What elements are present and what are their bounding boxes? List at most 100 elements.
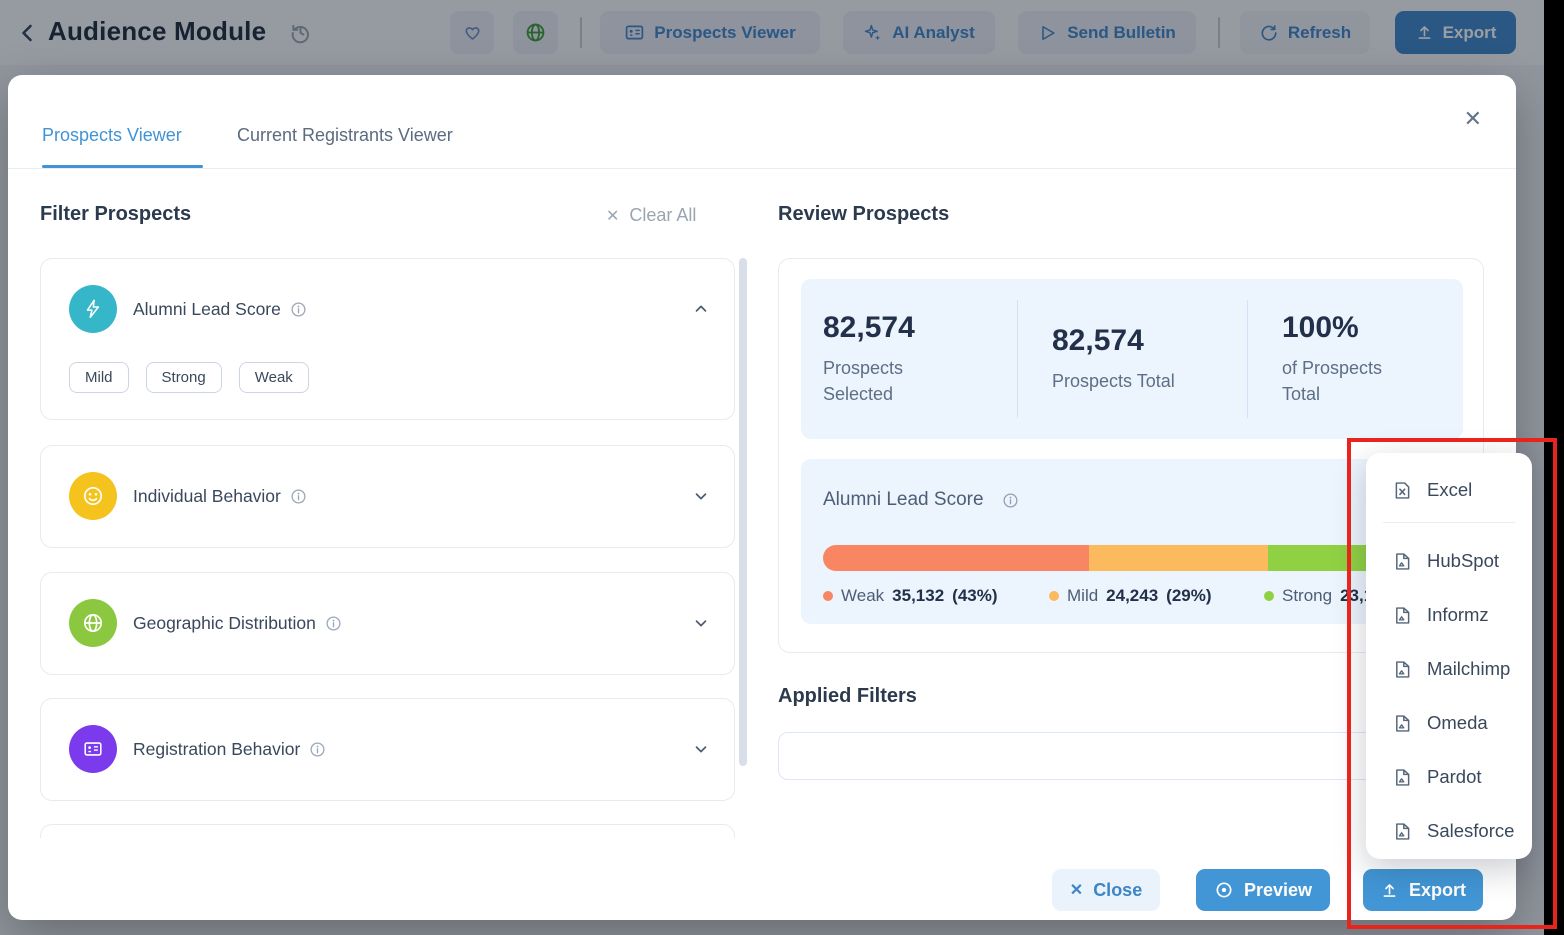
file-export-icon [1396,822,1410,840]
close-button[interactable]: ✕ Close [1052,869,1160,911]
filter-group-header[interactable]: Alumni Lead Score [69,285,710,333]
preview-button[interactable]: Preview [1196,869,1330,911]
tab-prospects-viewer[interactable]: Prospects Viewer [42,125,182,145]
filter-group-header[interactable]: Individual Behavior [69,472,710,520]
stat-divider [1247,300,1248,418]
legend-item-mild: Mild 24,243 (29%) [1049,586,1212,606]
stat-percent-of-total: 100% of Prospects Total [1248,311,1463,407]
file-export-icon [1396,768,1410,786]
back-button[interactable] [14,19,42,47]
filter-scrollbar[interactable] [739,258,747,766]
chevron-down-icon[interactable] [692,740,710,758]
menu-item-label: Excel [1427,479,1473,500]
chip-weak[interactable]: Weak [238,362,309,393]
legend-value: 35,132 [892,586,945,605]
menu-item-excel[interactable]: Excel [1366,470,1532,510]
menu-item-omeda[interactable]: Omeda [1366,703,1532,743]
legend-dot [1264,591,1274,601]
eye-icon [1216,882,1232,898]
lead-score-chips: Mild Strong Weak [69,362,309,393]
stat-value: 100% [1282,310,1359,344]
menu-item-label: Salesforce [1427,820,1515,841]
review-prospects-heading: Review Prospects [778,203,950,225]
menu-item-pardot[interactable]: Pardot [1366,757,1532,797]
top-toolbar: Audience Module Prospects Viewer AI Anal… [0,0,1544,65]
filter-group-individual-behavior: Individual Behavior [40,445,735,548]
menu-item-label: Omeda [1427,712,1488,733]
heart-icon [465,27,479,40]
refresh-button[interactable]: Refresh [1240,11,1370,54]
filter-group-label: Alumni Lead Score [133,298,281,319]
prospects-viewer-label: Prospects Viewer [654,22,796,42]
language-button[interactable] [513,11,558,54]
sparkles-icon [865,24,881,40]
menu-item-label: HubSpot [1427,550,1499,571]
favorite-button[interactable] [450,11,494,54]
stat-label: of Prospects Total [1282,357,1383,404]
active-tab-underline [42,165,203,168]
file-export-icon [1396,606,1410,624]
info-icon[interactable] [309,741,326,758]
menu-divider [1383,522,1515,523]
export-button[interactable]: Export [1363,869,1483,911]
menu-item-hubspot[interactable]: HubSpot [1366,541,1532,581]
stat-label: Prospects Total [1052,370,1175,391]
bar-segment-weak [823,545,1089,571]
send-icon [1042,25,1055,40]
legend-label: Weak [841,586,885,605]
legend-dot [1049,591,1059,601]
filter-group-header[interactable]: Geographic Distribution [69,599,710,647]
toolbar-divider [580,17,582,48]
chart-title-text: Alumni Lead Score [823,489,984,510]
ai-analyst-button[interactable]: AI Analyst [843,11,995,54]
filter-prospects-heading: Filter Prospects [40,203,192,225]
chevron-up-icon[interactable] [692,300,710,318]
close-icon[interactable]: ✕ [1463,106,1482,131]
stat-label: Prospects Selected [823,357,904,404]
legend-value: 24,243 [1106,586,1159,605]
legend-label: Mild [1067,586,1099,605]
tab-current-registrants-viewer[interactable]: Current Registrants Viewer [237,125,453,145]
info-icon[interactable] [290,301,307,318]
clear-all-button[interactable]: ✕ Clear All [606,205,716,226]
chevron-down-icon[interactable] [692,614,710,632]
file-export-icon [1396,714,1410,732]
info-icon[interactable] [1002,492,1019,509]
filter-group-registration-behavior: Registration Behavior [40,698,735,801]
send-bulletin-button[interactable]: Send Bulletin [1018,11,1196,54]
globe-icon [69,599,117,647]
alumni-lead-score-chart: Alumni Lead Score Weak 35,132 (43%) [801,459,1463,624]
info-icon[interactable] [290,488,307,505]
page-title: Audience Module [48,16,267,46]
clear-x-icon: ✕ [606,207,620,225]
export-label: Export [1408,879,1466,900]
id-card-icon [626,25,644,40]
filter-group-header[interactable]: Registration Behavior [69,725,710,773]
chevron-left-icon [22,24,32,42]
stat-value: 82,574 [823,310,915,344]
chevron-down-icon[interactable] [692,487,710,505]
globe-icon [526,23,545,42]
menu-item-informz[interactable]: Informz [1366,595,1532,635]
stat-value: 82,574 [1052,323,1144,357]
header-export-label: Export [1442,22,1497,42]
chip-strong[interactable]: Strong [145,362,222,393]
export-dropdown-menu: Excel HubSpot Informz Mailchimp Omeda Pa… [1366,453,1532,859]
menu-item-mailchimp[interactable]: Mailchimp [1366,649,1532,689]
menu-item-label: Pardot [1427,766,1482,787]
face-icon [69,472,117,520]
chip-mild[interactable]: Mild [69,362,129,393]
legend-label: Strong [1282,586,1333,605]
header-export-button[interactable]: Export [1395,11,1516,54]
info-icon[interactable] [325,615,342,632]
stat-prospects-selected: 82,574 Prospects Selected [801,311,1017,407]
chart-title: Alumni Lead Score [823,489,1019,511]
prospects-viewer-button[interactable]: Prospects Viewer [600,11,820,54]
legend-item-weak: Weak 35,132 (43%) [823,586,998,606]
history-icon[interactable] [289,21,312,49]
menu-item-salesforce[interactable]: Salesforce [1366,811,1532,851]
menu-item-label: Informz [1427,604,1489,625]
toolbar-divider [1218,17,1220,48]
prospects-stats: 82,574 Prospects Selected 82,574 Prospec… [801,279,1463,439]
filter-group-list: Alumni Lead Score Mild Strong Weak Indiv… [40,258,735,838]
